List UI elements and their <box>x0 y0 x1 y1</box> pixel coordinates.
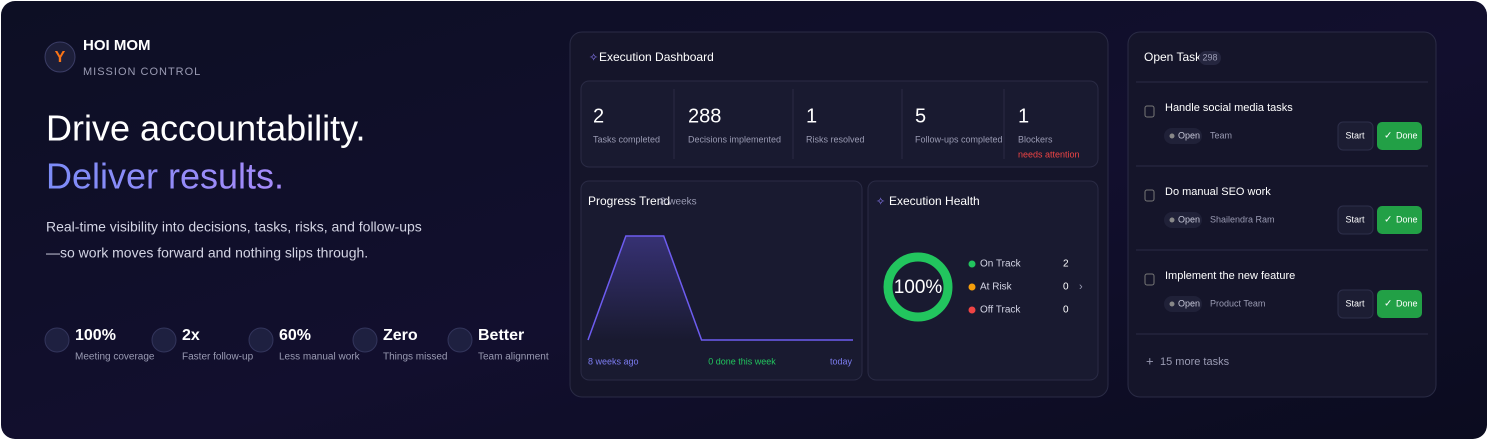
stat-value: 1 <box>806 105 817 127</box>
count-badge <box>1199 51 1221 65</box>
brand-tagline: MISSION CONTROL <box>83 66 201 78</box>
legend-label: Off Track <box>980 305 1021 316</box>
legend-count: 2 <box>1063 259 1069 270</box>
task-assignee: Shailendra Ram <box>1210 214 1275 224</box>
description: —so work moves forward and nothing slips… <box>46 245 368 261</box>
stat-label: Risks resolved <box>806 134 865 144</box>
logo <box>44 41 76 73</box>
highlight-icon <box>352 327 378 353</box>
task-icon <box>1144 273 1155 286</box>
highlight-label: Meeting coverage <box>75 352 155 363</box>
health-card <box>867 180 1099 381</box>
stat-value: 288 <box>688 105 721 127</box>
headline: Drive accountability. <box>46 108 365 149</box>
done-button[interactable] <box>1377 290 1422 318</box>
legend-count: 0 <box>1063 282 1069 293</box>
start-label[interactable]: Start <box>1345 130 1365 140</box>
stat-label: Blockers <box>1018 134 1053 144</box>
highlight-label: Less manual work <box>279 352 361 363</box>
trend-summary: 0 done this week <box>708 356 776 366</box>
done-label[interactable]: Done <box>1396 130 1418 140</box>
highlight-icon <box>447 327 473 353</box>
highlight-label: Team alignment <box>478 352 549 363</box>
start-button[interactable] <box>1337 289 1374 319</box>
task-assignee: Product Team <box>1210 298 1265 308</box>
stat-value: 2 <box>593 105 604 127</box>
trend-start: 8 weeks ago <box>588 356 639 366</box>
tasks-count: 298 <box>1202 52 1217 62</box>
logo-glyph: Y <box>55 49 66 66</box>
stat-label: Follow-ups completed <box>915 134 1003 144</box>
task-assignee: Team <box>1210 130 1232 140</box>
stat-value: 1 <box>1018 105 1029 127</box>
more-tasks[interactable]: 15 more tasks <box>1160 356 1230 368</box>
task-status: Open <box>1178 130 1200 140</box>
headline-highlight: Deliver results. <box>46 156 284 197</box>
brand-name: HOI MOM <box>83 37 151 54</box>
trend-line <box>587 235 853 341</box>
description: Real-time visibility into decisions, tas… <box>46 219 422 235</box>
start-button[interactable] <box>1337 121 1374 151</box>
stat-note: needs attention <box>1018 149 1080 159</box>
highlight-value: 100% <box>75 327 116 344</box>
highlight-value: 2x <box>182 327 200 344</box>
highlight-label: Faster follow-up <box>182 352 254 363</box>
trend-area <box>588 236 853 340</box>
legend-label: At Risk <box>980 282 1013 293</box>
highlight-label: Things missed <box>383 352 447 363</box>
highlight-value: 60% <box>279 327 311 344</box>
check-icon: ✓ <box>1384 131 1392 142</box>
dashboard-title: Execution Dashboard <box>599 50 714 64</box>
highlight-value: Better <box>478 327 524 344</box>
stat-label: Tasks completed <box>593 134 660 144</box>
highlight-icon <box>151 327 177 353</box>
highlight-icon <box>248 327 274 353</box>
health-score: 100% <box>894 277 943 298</box>
legend-count: 0 <box>1063 305 1069 316</box>
task-icon <box>1144 105 1155 118</box>
status-chip <box>1164 128 1202 144</box>
task-icon <box>1144 189 1155 202</box>
trend-title: Progress Trend <box>588 194 670 208</box>
task-title: Handle social media tasks <box>1165 102 1293 114</box>
stat-label: Decisions implemented <box>688 134 781 144</box>
done-label[interactable]: Done <box>1396 214 1418 224</box>
icon: ✧ <box>589 52 598 64</box>
check-icon: ✓ <box>1384 215 1392 226</box>
health-title: Execution Health <box>889 194 980 208</box>
stats-panel <box>580 80 1099 168</box>
highlight-icon <box>44 327 70 353</box>
task-title: Do manual SEO work <box>1165 186 1271 198</box>
start-label[interactable]: Start <box>1345 214 1365 224</box>
plus-icon: + <box>1146 353 1154 368</box>
status-chip <box>1164 212 1202 228</box>
start-button[interactable] <box>1337 205 1374 235</box>
status-dot <box>1169 133 1175 139</box>
legend-label: On Track <box>980 259 1022 270</box>
trend-period: 8 weeks <box>660 197 697 208</box>
check-icon: ✓ <box>1384 299 1392 310</box>
status-dot <box>1169 301 1175 307</box>
done-label[interactable]: Done <box>1396 298 1418 308</box>
done-button[interactable] <box>1377 206 1422 234</box>
health-ring <box>883 252 953 322</box>
chevron[interactable]: › <box>1079 281 1083 293</box>
task-status: Open <box>1178 214 1200 224</box>
task-title: Implement the new feature <box>1165 270 1295 282</box>
tasks-title: Open Tasks <box>1144 50 1207 64</box>
task-status: Open <box>1178 298 1200 308</box>
stat-value: 5 <box>915 105 926 127</box>
start-label[interactable]: Start <box>1345 298 1365 308</box>
trend-end: today <box>830 356 853 366</box>
status-chip <box>1164 296 1202 312</box>
status-dot <box>1169 217 1175 223</box>
legend-dot <box>968 260 976 268</box>
legend-dot <box>968 306 976 314</box>
highlight-value: Zero <box>383 327 418 344</box>
done-button[interactable] <box>1377 122 1422 150</box>
icon: ✧ <box>876 196 885 208</box>
legend-dot <box>968 283 976 291</box>
